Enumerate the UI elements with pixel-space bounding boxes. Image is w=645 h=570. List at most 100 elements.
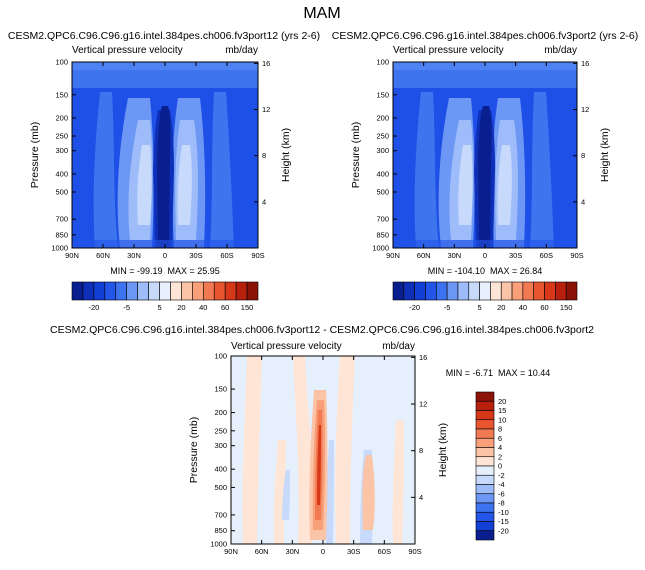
panel-2-contour-field bbox=[393, 62, 577, 248]
y-tick-label: 200 bbox=[55, 113, 68, 122]
y-tick-label: 850 bbox=[214, 526, 227, 535]
colorbar-label: 40 bbox=[519, 303, 527, 312]
panel-2-stats: MIN = -104.10 MAX = 26.84 bbox=[428, 266, 543, 276]
y-tick-label: 150 bbox=[55, 90, 68, 99]
panel-3-right-subtitle: mb/day bbox=[382, 341, 415, 352]
colorbar-swatch bbox=[500, 281, 513, 301]
colorbar-swatch bbox=[235, 281, 248, 301]
panel-2-colorbar: -20 -5 5 20 40 60 150 bbox=[392, 281, 578, 312]
y-tick-label: 400 bbox=[55, 169, 68, 178]
x-tick-label: 90S bbox=[408, 547, 421, 556]
y-tick-label: 1000 bbox=[51, 244, 68, 253]
colorbar-swatch bbox=[475, 437, 495, 448]
colorbar-swatch bbox=[475, 474, 495, 485]
colorbar-swatch bbox=[392, 281, 405, 301]
panel-2-ylabel-right: Height (km) bbox=[599, 128, 611, 182]
y-right-tick-label: 12 bbox=[419, 400, 427, 409]
colorbar-swatch bbox=[475, 447, 495, 458]
y-right-tick-label: 8 bbox=[581, 151, 585, 160]
x-tick-label: 60S bbox=[378, 547, 391, 556]
colorbar-swatch bbox=[446, 281, 459, 301]
colorbar-swatch bbox=[224, 281, 237, 301]
colorbar-swatch bbox=[533, 281, 545, 301]
x-tick-label: 0 bbox=[163, 251, 167, 260]
colorbar-label: 2 bbox=[498, 452, 502, 461]
colorbar-label: 15 bbox=[498, 406, 506, 415]
colorbar-swatch bbox=[170, 281, 182, 301]
y-tick-label: 250 bbox=[214, 426, 227, 435]
colorbar-swatch bbox=[148, 281, 160, 301]
panel-1-ticks: 90N 60N 30N 0 30S 60S 90S 100 150 200 250 300 400 500… bbox=[51, 58, 270, 261]
colorbar-label: 150 bbox=[560, 303, 573, 312]
panel-3-stats: MIN = -6.71 MAX = 10.44 bbox=[446, 368, 551, 378]
panel-3-ylabel: Pressure (mb) bbox=[188, 417, 200, 484]
colorbar-swatch bbox=[213, 281, 226, 301]
panel-3-contour-field bbox=[231, 356, 415, 544]
colorbar-swatch bbox=[475, 530, 495, 541]
panel-3-left-subtitle: Vertical pressure velocity bbox=[231, 341, 342, 352]
colorbar-swatch bbox=[414, 281, 426, 301]
x-tick-label: 60N bbox=[96, 251, 110, 260]
colorbar-label: 20 bbox=[498, 397, 506, 406]
colorbar-swatch bbox=[425, 281, 437, 301]
x-tick-label: 90N bbox=[386, 251, 400, 260]
colorbar-swatch bbox=[435, 281, 448, 301]
panel-1-left-subtitle: Vertical pressure velocity bbox=[72, 45, 183, 56]
y-tick-label: 100 bbox=[376, 58, 389, 67]
y-tick-label: 850 bbox=[376, 230, 389, 239]
panel-2-ticks: 90N 60N 30N 0 30S 60S 90S 100 150 200 250 300 400 500… bbox=[372, 58, 589, 261]
colorbar-label: 150 bbox=[241, 303, 254, 312]
y-tick-label: 1000 bbox=[372, 244, 389, 253]
panel-1-title: CESM2.QPC6.C96.C96.g16.intel.384pes.ch00… bbox=[8, 30, 320, 42]
colorbar-swatch bbox=[475, 511, 495, 522]
colorbar-label: 5 bbox=[157, 303, 161, 312]
colorbar-label: -6 bbox=[498, 489, 505, 498]
y-tick-label: 500 bbox=[376, 188, 389, 197]
y-tick-label: 250 bbox=[55, 132, 68, 141]
panel-2-ylabel: Pressure (mb) bbox=[350, 122, 362, 189]
colorbar-swatch bbox=[104, 281, 117, 301]
colorbar-swatch bbox=[159, 281, 171, 301]
x-tick-label: 60N bbox=[417, 251, 431, 260]
y-tick-label: 700 bbox=[376, 215, 389, 224]
colorbar-swatch bbox=[126, 281, 138, 301]
colorbar-swatch bbox=[475, 419, 495, 430]
colorbar-swatch bbox=[475, 400, 495, 411]
y-tick-label: 300 bbox=[376, 146, 389, 155]
colorbar-swatch bbox=[565, 281, 578, 301]
panel-3: CESM2.QPC6.C96.C96.g16.intel.384pes.ch00… bbox=[50, 324, 594, 556]
panel-1-ylabel-right: Height (km) bbox=[280, 128, 292, 182]
x-tick-label: 60S bbox=[540, 251, 553, 260]
colorbar-label: 20 bbox=[497, 303, 505, 312]
colorbar-label: 40 bbox=[199, 303, 207, 312]
y-tick-label: 100 bbox=[55, 58, 68, 67]
colorbar-swatch bbox=[457, 281, 470, 301]
colorbar-label: -8 bbox=[498, 499, 505, 508]
y-right-tick-label: 8 bbox=[419, 446, 423, 455]
colorbar-swatch bbox=[181, 281, 193, 301]
colorbar-swatch bbox=[475, 456, 495, 467]
colorbar-label: -5 bbox=[123, 303, 130, 312]
colorbar-swatch bbox=[475, 493, 495, 504]
colorbar-label: -15 bbox=[498, 517, 509, 526]
y-right-tick-label: 16 bbox=[581, 59, 589, 68]
colorbar-label: 20 bbox=[177, 303, 185, 312]
y-right-tick-label: 4 bbox=[262, 197, 266, 206]
colorbar-label: -20 bbox=[409, 303, 420, 312]
panel-3-title: CESM2.QPC6.C96.C96.g16.intel.384pes.ch00… bbox=[50, 324, 594, 336]
colorbar-label: 10 bbox=[498, 415, 506, 424]
colorbar-swatch bbox=[202, 281, 215, 301]
colorbar-label: 60 bbox=[221, 303, 229, 312]
y-tick-label: 150 bbox=[376, 90, 389, 99]
colorbar-swatch bbox=[479, 281, 491, 301]
panel-1-right-subtitle: mb/day bbox=[225, 45, 258, 56]
y-right-tick-label: 12 bbox=[581, 105, 589, 114]
colorbar-label: -4 bbox=[498, 480, 505, 489]
colorbar-swatch bbox=[475, 391, 495, 402]
colorbar-swatch bbox=[475, 484, 495, 495]
colorbar-label: 60 bbox=[540, 303, 548, 312]
y-tick-label: 700 bbox=[214, 510, 227, 519]
panel-3-ticks: 90N 60N 30N 0 30S 60S 90S 100 150 200 250 300 400 500… bbox=[210, 352, 427, 557]
panel-2-left-subtitle: Vertical pressure velocity bbox=[393, 45, 504, 56]
y-tick-label: 300 bbox=[55, 146, 68, 155]
